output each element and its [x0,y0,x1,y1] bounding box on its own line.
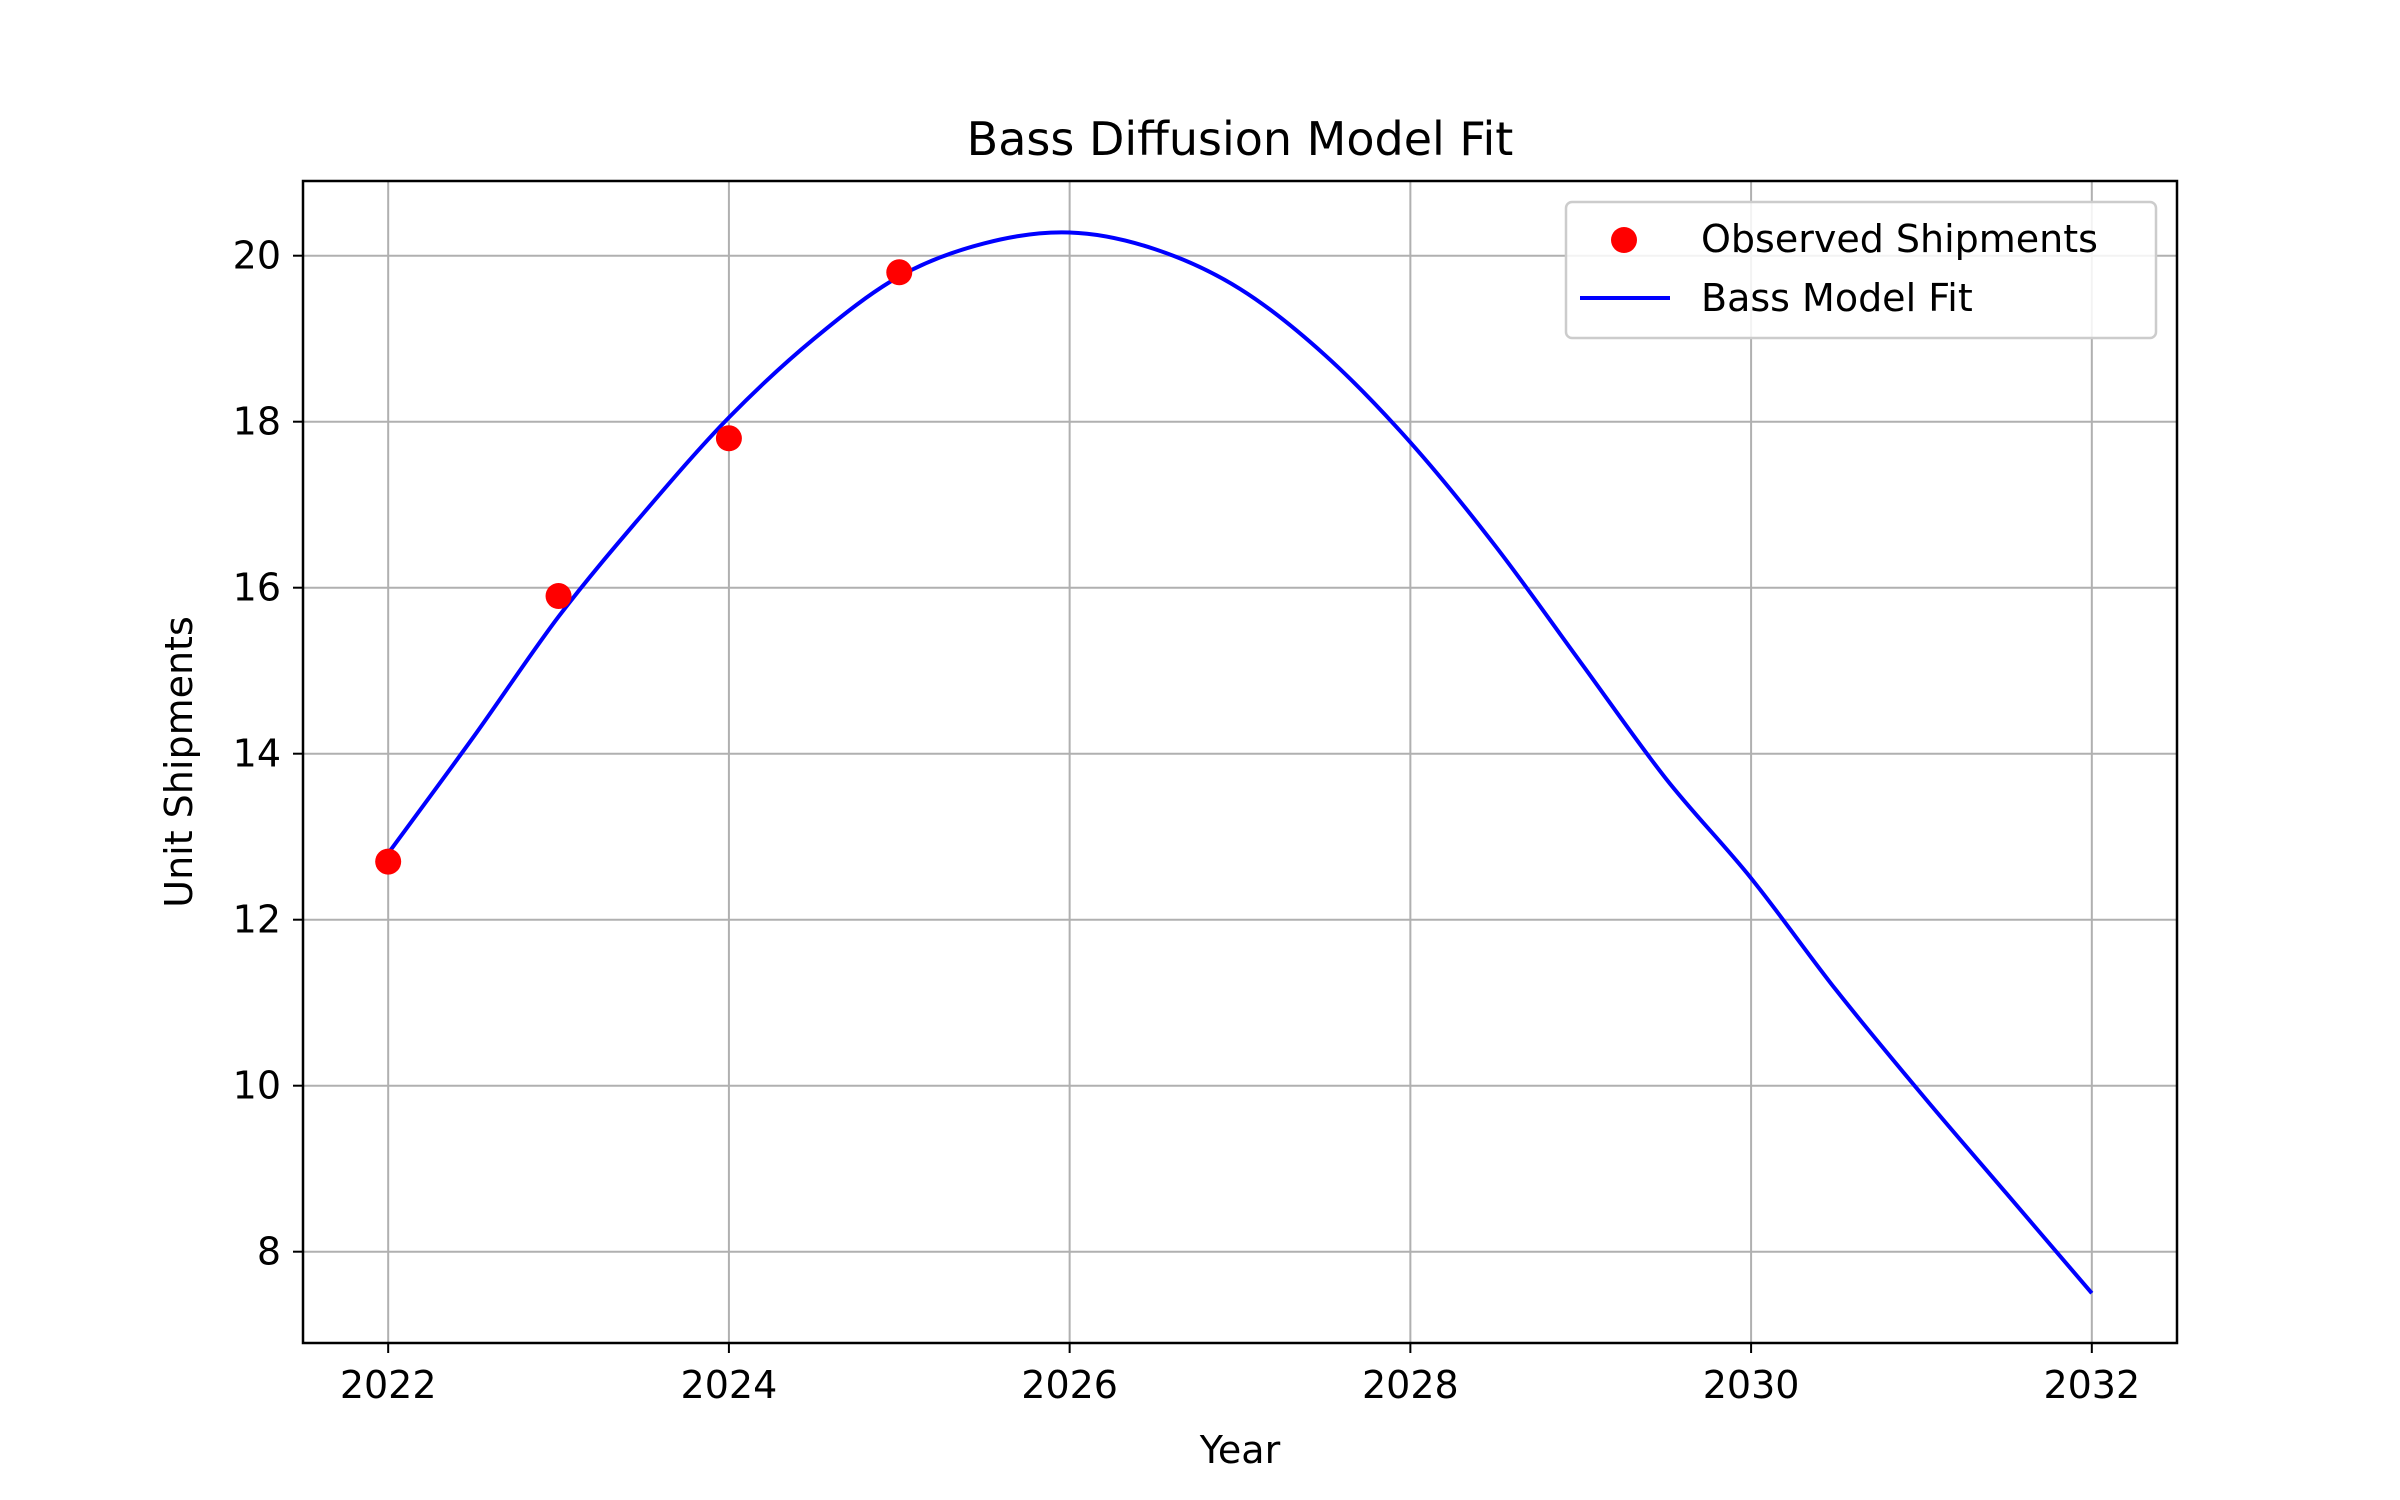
tick-layer: 2022 2024 2026 2028 2030 2032 8 10 12 14 16 18 20 [233,234,2141,1407]
plot-frame [301,179,2179,1345]
data-point-observed-shipments [545,583,572,609]
legend-label-bass: Bass Model Fit [1701,276,1973,320]
data-point-observed-shipments [886,259,913,286]
y-tick-label: 8 [257,1230,281,1274]
legend-box [1564,200,2158,340]
legend-label-observed: Observed Shipments [1701,217,2098,261]
data-point-observed-shipments [375,848,402,875]
y-tick-label: 10 [233,1064,281,1108]
x-tick-label: 2028 [1362,1363,1459,1407]
series-line-bass-model-fit [386,230,2094,1295]
x-tick-label: 2022 [340,1363,437,1407]
data-point-observed-shipments [715,425,742,452]
legend-marker-observed [1611,227,1637,253]
x-tick-label: 2030 [1703,1363,1800,1407]
x-tick-label: 2032 [2043,1363,2140,1407]
legend: Observed Shipments Bass Model Fit [1564,200,2158,340]
y-tick-label: 14 [233,732,281,776]
y-tick-label: 18 [233,400,281,444]
data-layer [375,230,2094,1295]
x-tick-label: 2024 [681,1363,778,1407]
y-tick-label: 16 [233,566,281,610]
chart-title: Bass Diffusion Model Fit [967,112,1514,166]
y-axis-label: Unit Shipments [157,616,201,908]
x-tick-label: 2026 [1021,1363,1118,1407]
x-axis-label: Year [1199,1428,1281,1472]
y-tick-label: 20 [233,234,281,278]
y-tick-label: 12 [233,898,281,942]
grid-layer [303,181,2177,1343]
